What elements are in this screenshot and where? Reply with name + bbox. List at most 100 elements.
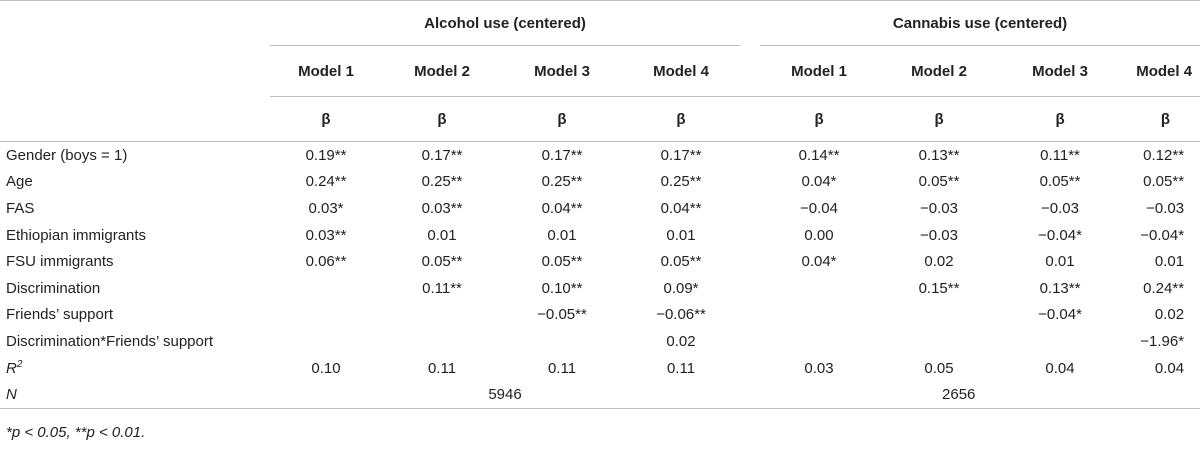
cell: 0.03** [421, 199, 463, 217]
group-header-alcohol: Alcohol use (centered) [270, 0, 741, 46]
cell: 0.11** [422, 279, 462, 297]
row-label: Ethiopian immigrants [6, 226, 147, 244]
cell: 0.11** [1040, 146, 1080, 164]
table-row: Ethiopian immigrants 0.03** 0.01 0.01 0.01 0.… [0, 222, 1200, 249]
table-row: Discrimination 0.11** 0.10** 0.09* 0.15** 0.1… [0, 275, 1200, 302]
cell: 0.05** [1039, 173, 1081, 191]
cell: 0.11 [666, 359, 696, 377]
cell: 0.11 [547, 359, 577, 377]
cell [270, 328, 382, 355]
cell: 0.04* [801, 173, 837, 191]
cell: 0.12** [1143, 146, 1185, 164]
cell: 0.03** [305, 226, 347, 244]
cell: 0.25** [541, 173, 583, 191]
cell: 0.17** [660, 146, 702, 164]
cell: 0.25** [660, 173, 702, 191]
cell [382, 328, 502, 355]
cell: −0.03 [1041, 199, 1079, 217]
cell: 0.02 [924, 253, 954, 271]
row-label: Discrimination [6, 279, 101, 297]
cell: 0.10** [541, 279, 583, 297]
alcohol-model-2-header: Model 2 [382, 45, 502, 97]
row-label: FAS [6, 199, 35, 217]
n-row: N 5946 2656 [0, 381, 1200, 409]
beta-header: β [622, 96, 741, 142]
cell: 0.13** [1039, 279, 1081, 297]
cell: 0.01 [1045, 253, 1075, 271]
cell: −1.96* [1140, 332, 1185, 350]
cell: 0.06** [305, 253, 347, 271]
cell: 0.19** [305, 146, 347, 164]
cell: 0.04 [1154, 359, 1185, 377]
table-row: FSU immigrants 0.06** 0.05** 0.05** 0.05** 0.… [0, 248, 1200, 275]
cell: 0.05** [918, 173, 960, 191]
cannabis-model-3-header: Model 3 [1000, 45, 1121, 97]
cell: −0.03 [920, 226, 958, 244]
corner-cell [0, 1, 270, 46]
cannabis-model-1-header: Model 1 [760, 45, 879, 97]
cell [1000, 328, 1120, 355]
r2-label: R2 [6, 359, 23, 378]
cell: −0.03 [920, 199, 958, 217]
row-label: Gender (boys = 1) [6, 146, 128, 164]
cell: 0.04** [660, 199, 702, 217]
alcohol-model-1-header: Model 1 [270, 45, 382, 97]
footnote: *p < 0.05, **p < 0.01. [6, 424, 146, 441]
cell: −0.06** [656, 306, 706, 324]
cell: 0.17** [421, 146, 463, 164]
cell: 0.09* [663, 279, 699, 297]
cell: −0.04* [1038, 306, 1082, 324]
row-label: FSU immigrants [6, 253, 114, 271]
cell: 0.01 [547, 226, 577, 244]
beta-header: β [502, 96, 622, 142]
cell: 0.02 [1154, 306, 1185, 324]
cell: 0.11 [427, 359, 457, 377]
cell [760, 275, 878, 302]
regression-table: Alcohol use (centered) Cannabis use (cen… [0, 0, 1200, 409]
cell: 0.10 [311, 359, 341, 377]
cell [382, 302, 502, 329]
cell [878, 328, 1000, 355]
cell: 0.13** [918, 146, 960, 164]
cell: −0.04* [1140, 226, 1185, 244]
cell: 0.01 [427, 226, 457, 244]
r2-row: R2 0.10 0.11 0.11 0.11 0.03 0.05 0.04 0.04 [0, 355, 1200, 382]
group-header-cannabis: Cannabis use (centered) [760, 0, 1200, 46]
cell: 0.24** [305, 173, 347, 191]
table-row: Friends’ support −0.05** −0.06** −0.04* 0.02 [0, 302, 1200, 329]
cell: 0.04 [1045, 359, 1075, 377]
cell: 0.03 [804, 359, 834, 377]
cannabis-model-2-header: Model 2 [878, 45, 1001, 97]
cell: −0.04 [800, 199, 838, 217]
row-label: Age [6, 173, 33, 191]
cell: −0.05** [537, 306, 587, 324]
beta-header: β [1120, 96, 1200, 142]
cannabis-model-4-header: Model 4 [1120, 45, 1200, 97]
cell: 0.14** [798, 146, 840, 164]
cell [760, 302, 878, 329]
table-row: FAS 0.03* 0.03** 0.04** 0.04** −0.04 −0.03 −0.0… [0, 195, 1200, 222]
cell: 0.05** [541, 253, 583, 271]
cell: 0.17** [541, 146, 583, 164]
cell [270, 275, 382, 302]
cell: −0.03 [1146, 199, 1185, 217]
cell: 0.04* [801, 253, 837, 271]
n-cannabis: 2656 [760, 381, 1200, 409]
beta-header: β [1000, 96, 1121, 142]
cell [878, 302, 1000, 329]
cell: 0.04** [541, 199, 583, 217]
table-row: Gender (boys = 1) 0.19** 0.17** 0.17** 0.17*… [0, 142, 1200, 169]
cell [760, 328, 878, 355]
cell [270, 302, 382, 329]
beta-header: β [382, 96, 502, 142]
n-alcohol: 5946 [270, 381, 741, 409]
table-row: Discrimination*Friends’ support 0.02 −1.96… [0, 328, 1200, 355]
cell: −0.04* [1038, 226, 1082, 244]
cell [502, 328, 622, 355]
cell: 0.05** [660, 253, 702, 271]
cell: 0.25** [421, 173, 463, 191]
beta-header: β [878, 96, 1001, 142]
row-label: Friends’ support [6, 306, 113, 324]
cell: 0.01 [1154, 253, 1185, 271]
